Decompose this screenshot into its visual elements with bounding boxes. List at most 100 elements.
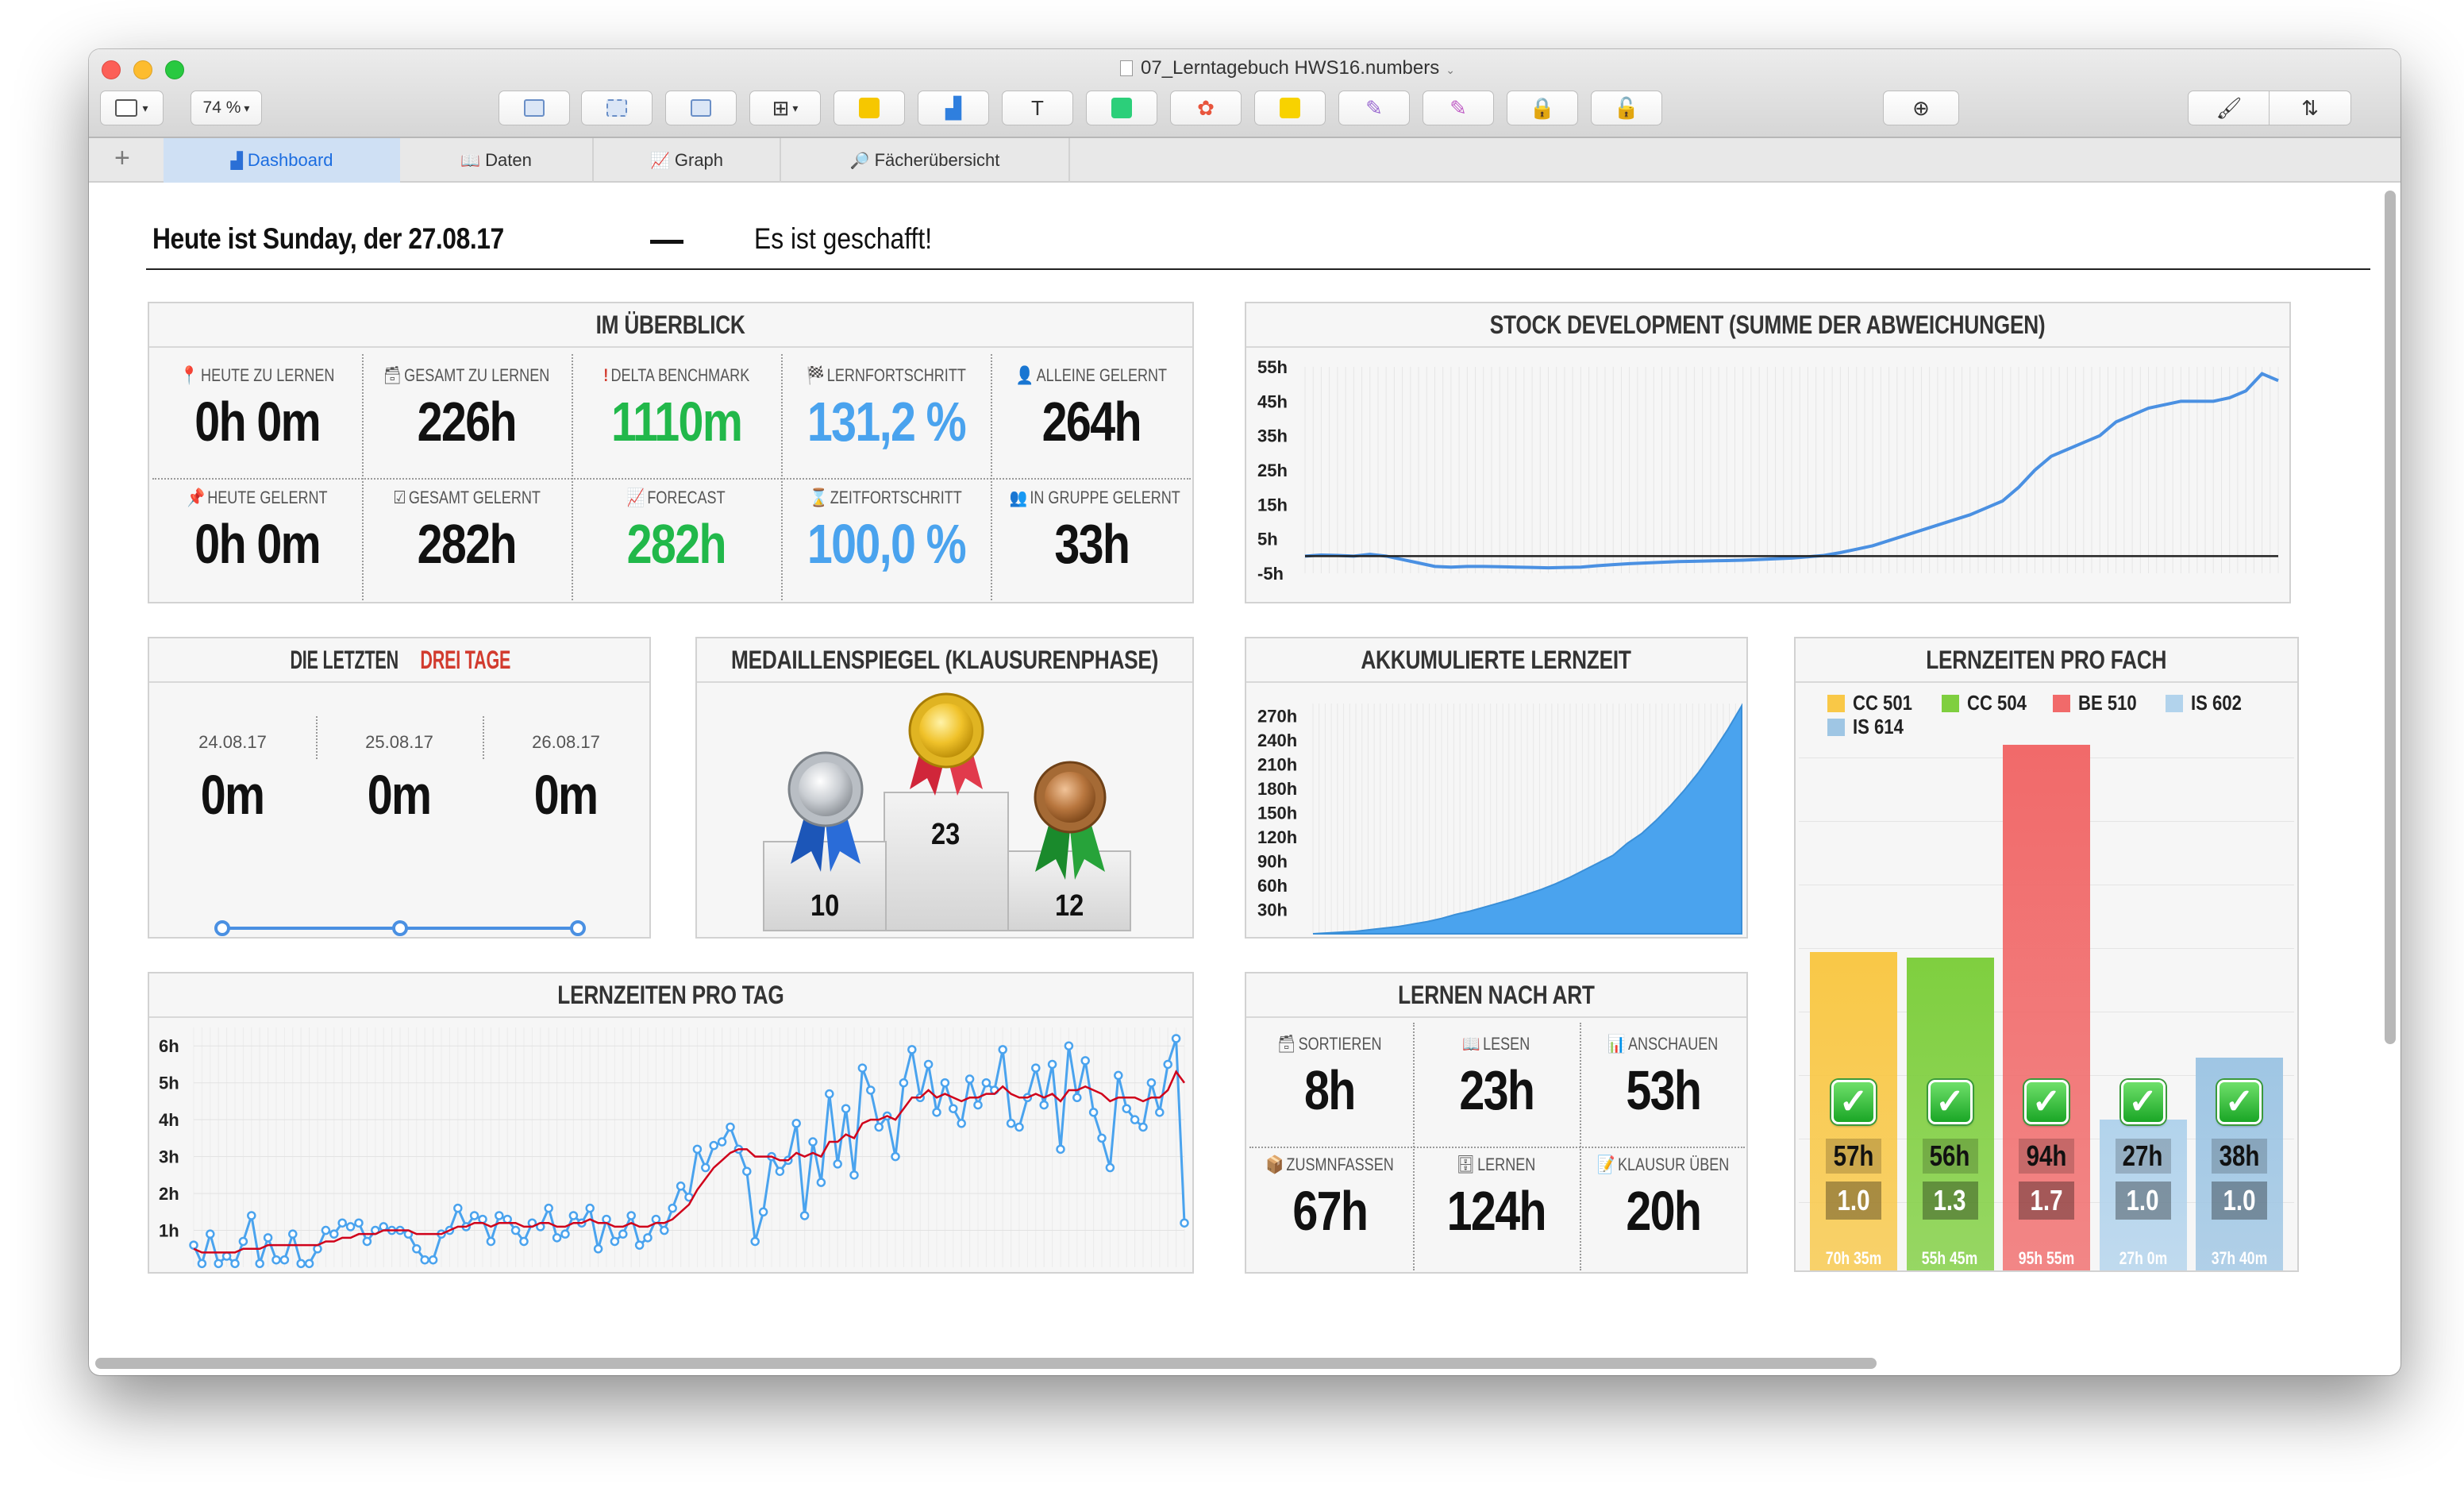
daily-hours-point: [899, 1077, 909, 1088]
overview-card[interactable]: IM ÜBERBLICK 📍 HEUTE ZU LERNEN 0h 0m 🗃 GESA…: [148, 302, 1194, 603]
minimize-window-button[interactable]: [133, 60, 152, 79]
table-icon: [524, 99, 545, 117]
sheet-tab-bar: + ▟ Dashboard 📖 Daten 📈 Graph 🔎 Fächerübersi…: [89, 138, 2400, 183]
y-tick-label: 2h: [159, 1184, 179, 1204]
checkmark-icon: ✓: [2217, 1080, 2262, 1124]
lock-button[interactable]: 🔒: [1507, 91, 1578, 125]
card-title: DIE LETZTEN DREI TAGE: [149, 638, 649, 683]
accumulated-area: [1312, 703, 1742, 935]
daily-hours-point: [321, 1225, 331, 1236]
daily-hours-point: [932, 1108, 941, 1117]
vertical-scrollbar[interactable]: [2385, 191, 2396, 1044]
legend-label: CC 504: [1967, 691, 2027, 715]
daily-hours-point: [1014, 1122, 1024, 1132]
insert-table-button[interactable]: [499, 91, 570, 125]
daily-hours-point: [668, 1203, 677, 1213]
insert-category-button[interactable]: [581, 91, 653, 125]
kpi-value: 282h: [626, 513, 727, 575]
daily-hours-point: [1031, 1063, 1041, 1073]
format-icon: 🖌: [2216, 96, 2243, 120]
daily-hours-point: [1056, 1144, 1065, 1155]
daily-hours-point: [214, 1259, 223, 1269]
titlebar: 07_Lerntagebuch HWS16.numbers ⌄ ▾ 74 % ▾ ⊞…: [89, 49, 2400, 138]
kpi-label: GESAMT ZU LERNEN: [404, 365, 550, 385]
text-button[interactable]: T: [1002, 91, 1073, 125]
tab-daten[interactable]: 📖 Daten: [400, 138, 594, 183]
daily-hours-point: [1146, 1077, 1157, 1088]
daily-hours-point: [833, 1159, 842, 1169]
podium-third: [1007, 850, 1131, 931]
daily-hours-point: [354, 1218, 364, 1228]
horizontal-scrollbar[interactable]: [95, 1358, 1877, 1369]
daily-hours-point: [304, 1259, 314, 1269]
last-days-card[interactable]: DIE LETZTEN DREI TAGE 24.08.17 0m 25.08.1…: [148, 637, 651, 939]
subject-grade: 1.0: [1826, 1182, 1881, 1220]
pivot-button[interactable]: [665, 91, 737, 125]
daily-hours-point: [345, 1222, 356, 1232]
close-window-button[interactable]: [102, 60, 121, 79]
shape-button[interactable]: [1086, 91, 1157, 125]
kpi-value: 1110m: [610, 391, 743, 453]
per-subject-card[interactable]: LERNZEITEN PRO FACH CC 501 CC 504 BE 510 IS…: [1794, 637, 2299, 1272]
document-title[interactable]: 07_Lerntagebuch HWS16.numbers ⌄: [1065, 57, 1510, 79]
category-icon: [606, 99, 627, 117]
per-subject-bars: ✓ 57h 1.0 70h 35m ✓ 56h 1.3 55h 45m ✓ 94h 1.7 95h 5…: [1796, 638, 2297, 1270]
kpi-value: 33h: [1054, 513, 1130, 575]
daily-hours-point: [255, 1259, 264, 1269]
legend-swatch: [1827, 718, 1845, 736]
type-zusmnfassen: 📦 ZUSMNFASSEN 67h: [1246, 1155, 1413, 1239]
unlock-button[interactable]: 🔓: [1591, 91, 1662, 125]
y-tick-label: 1h: [159, 1221, 179, 1241]
daily-hours-point: [634, 1240, 645, 1250]
pencil-button[interactable]: ✎: [1423, 91, 1494, 125]
daily-hours-point: [1105, 1162, 1115, 1173]
format-button[interactable]: 🖌: [2188, 91, 2270, 125]
add-sheet-button[interactable]: +: [114, 143, 130, 173]
day-date: 25.08.17: [365, 732, 433, 752]
stock-card[interactable]: STOCK DEVELOPMENT (SUMME DER ABWEICHUNGE…: [1245, 302, 2291, 603]
subject-total: 27h 0m: [2119, 1248, 2167, 1268]
view-button[interactable]: ▾: [100, 91, 164, 125]
tab-dashboard[interactable]: ▟ Dashboard: [164, 138, 400, 183]
pen-button[interactable]: ✎: [1338, 91, 1410, 125]
collaborate-button[interactable]: ⊕: [1883, 91, 1959, 125]
y-tick-label: 6h: [159, 1036, 179, 1056]
legend-swatch: [2053, 694, 2070, 712]
tab-faecheruebersicht[interactable]: 🔎 Fächerübersicht: [781, 138, 1070, 183]
accumulated-card[interactable]: AKKUMULIERTE LERNZEIT 270h 240h 210h 180h 15…: [1245, 637, 1748, 939]
kpi-gesamt-zu-lernen: 🗃 GESAMT ZU LERNEN 226h: [362, 365, 572, 449]
sort-icon: ⇅: [2301, 96, 2319, 120]
daily-hours-point: [940, 1077, 950, 1088]
media-button[interactable]: ✿: [1170, 91, 1242, 125]
organize-button[interactable]: ⇅: [2269, 91, 2351, 125]
y-tick-label: 25h: [1257, 461, 1288, 480]
kpi-zeitfortschritt: ⌛ ZEITFORTSCHRITT 100,0 %: [781, 488, 991, 572]
type-lernen: 🗄 LERNEN 124h: [1413, 1155, 1580, 1239]
y-tick-label: -5h: [1257, 564, 1284, 584]
daily-hours-point: [221, 1251, 232, 1261]
card-title: MEDAILLENSPIEGEL (KLAUSURENPHASE): [697, 638, 1192, 683]
gold-medal-icon: [908, 692, 984, 796]
table-insert-button[interactable]: [834, 91, 905, 125]
daily-hours-point: [519, 1236, 529, 1247]
day-entry: 25.08.17 0m: [316, 732, 483, 823]
folder-icon: 🗃: [383, 365, 402, 385]
zoom-select[interactable]: 74 % ▾: [191, 91, 262, 125]
daily-hours-point: [726, 1122, 735, 1132]
text-icon: T: [1031, 96, 1044, 120]
comment-button[interactable]: [1254, 91, 1326, 125]
daily-hours-point: [676, 1182, 686, 1191]
header-rule: [146, 268, 2370, 270]
by-type-card[interactable]: LERNEN NACH ART 🗃 SORTIEREN 8h 📖 LESEN 23h 📊…: [1245, 972, 1748, 1274]
maximize-window-button[interactable]: [165, 60, 184, 79]
y-tick-label: 30h: [1257, 900, 1288, 919]
chart-button[interactable]: ▟: [918, 91, 989, 125]
daily-hours-point: [1122, 1104, 1131, 1113]
per-day-card[interactable]: LERNZEITEN PRO TAG 6h 5h 4h 3h 2h 1h: [148, 972, 1194, 1274]
pushpin-icon: 📌: [187, 488, 205, 507]
insert-button[interactable]: ⊞ ▾: [749, 91, 821, 125]
tab-graph[interactable]: 📈 Graph: [594, 138, 781, 183]
medals-card[interactable]: MEDAILLENSPIEGEL (KLAUSURENPHASE): [695, 637, 1194, 939]
hourglass-icon: ⌛: [810, 488, 828, 507]
kpi-value: 282h: [417, 513, 518, 575]
